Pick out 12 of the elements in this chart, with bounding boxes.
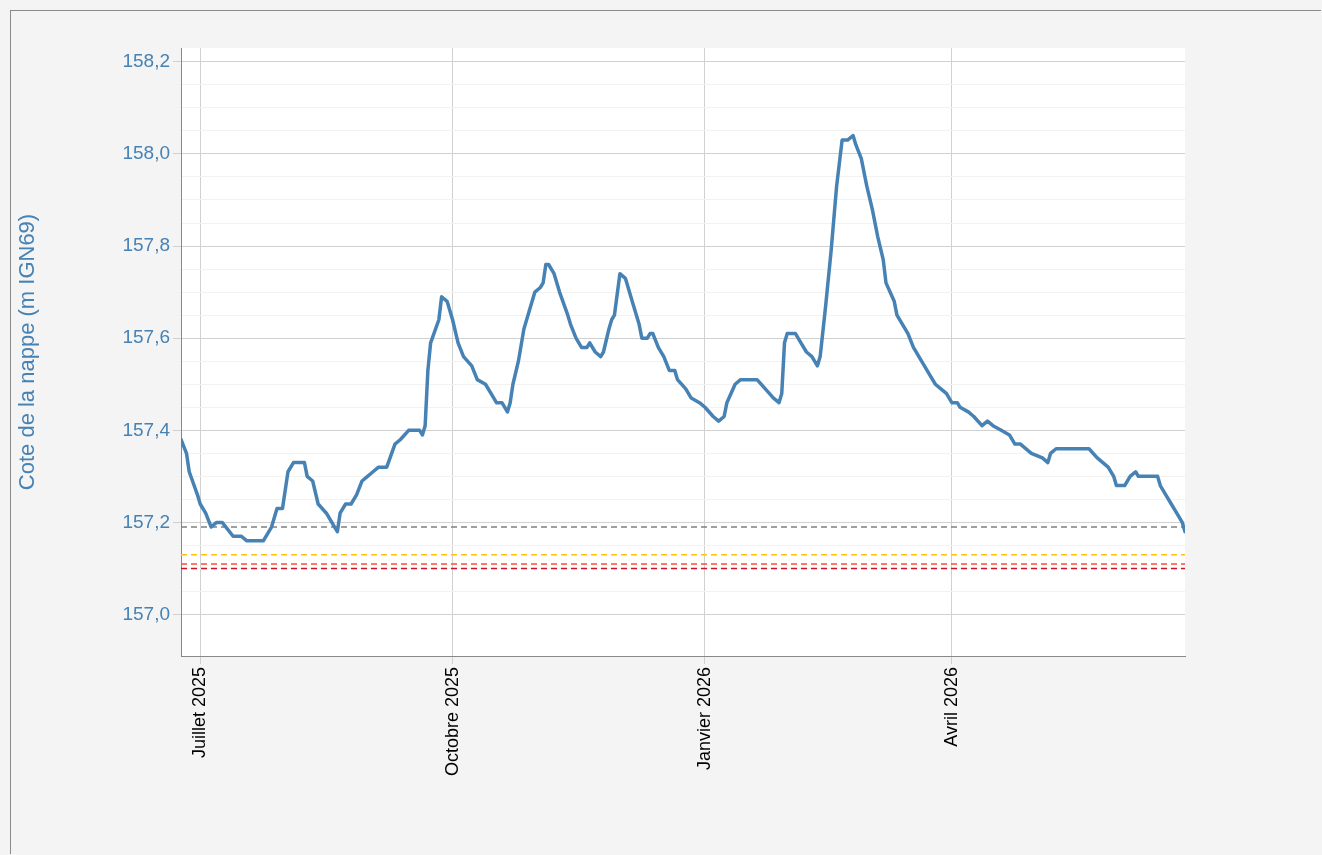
x-tick-label: Octobre 2025	[441, 667, 462, 777]
y-tick-label: 158,0	[122, 142, 170, 164]
y-tick-label: 157,8	[122, 234, 170, 256]
x-tick-label: Avril 2026	[940, 667, 961, 747]
y-tick-label: 157,4	[122, 418, 171, 440]
y-tick-label: 157,0	[122, 602, 170, 624]
x-tick-label: Juillet 2025	[189, 667, 210, 759]
y-tick-label: 158,2	[122, 50, 170, 72]
y-tick-label: 157,2	[122, 510, 170, 532]
x-tick-label: Janvier 2026	[693, 667, 714, 771]
y-axis-title: Cote de la nappe (m IGN69)	[14, 213, 40, 491]
y-tick-label: 157,6	[122, 326, 170, 348]
